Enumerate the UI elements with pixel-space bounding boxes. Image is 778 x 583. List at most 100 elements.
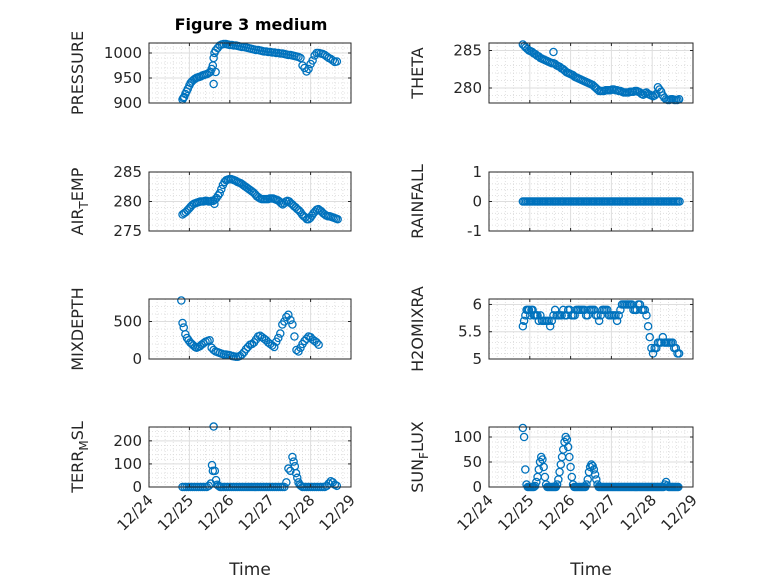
data-point: [302, 334, 311, 343]
subplot-pressure: 900 950 1000 PRESSURE: [68, 31, 352, 115]
data-point: [209, 79, 218, 89]
data-point: [611, 311, 620, 320]
data-point: [288, 320, 297, 329]
data-point: [269, 342, 279, 352]
data-point: [582, 480, 591, 489]
data-point: [674, 349, 684, 358]
data-point: [333, 214, 342, 224]
data-point: [332, 481, 342, 491]
y-tick-label: -1: [467, 222, 482, 240]
y-label-part: AIR: [68, 209, 87, 236]
data-point: [288, 452, 297, 462]
data-point: [274, 333, 283, 343]
y-tick-label: 0: [132, 350, 142, 368]
y-axis-label: MIXDEPTH: [68, 287, 87, 370]
y-tick-label: 900: [113, 94, 142, 112]
plot-area: [149, 427, 351, 487]
data-point: [563, 442, 573, 452]
y-tick-label: 100: [113, 455, 142, 473]
data-point: [519, 316, 529, 326]
data-point: [289, 457, 298, 466]
y-axis-label: TERRMSL: [68, 421, 91, 494]
data-point: [284, 310, 293, 319]
data-point: [215, 188, 224, 198]
data-point: [547, 316, 557, 326]
data-point: [650, 91, 659, 100]
y-tick-label: 0: [472, 193, 482, 211]
data-markers: [518, 197, 684, 206]
data-point: [237, 350, 247, 359]
data-point: [614, 311, 623, 320]
data-point: [612, 316, 622, 326]
data-point: [210, 199, 219, 209]
y-tick-label: 5: [472, 350, 482, 368]
y-tick-label: 280: [453, 79, 482, 97]
data-point: [656, 338, 666, 347]
axes-box: [488, 298, 694, 360]
y-tick-label: 0: [132, 478, 142, 496]
y-axis-label: AIRTEMP: [68, 167, 91, 235]
data-point: [645, 332, 655, 342]
y-tick-label: 1000: [104, 44, 142, 62]
data-point: [276, 329, 285, 338]
data-point: [524, 305, 534, 315]
data-point: [552, 480, 562, 489]
data-point: [211, 46, 220, 55]
data-point: [647, 343, 656, 353]
y-tick-label: 6: [472, 295, 482, 313]
y-tick-label: 285: [453, 42, 482, 60]
data-markers: [518, 300, 684, 358]
y-tick-label: 200: [113, 432, 142, 450]
data-point: [204, 481, 214, 491]
data-point: [589, 465, 599, 474]
data-point: [298, 61, 307, 70]
y-tick-label: 5.5: [458, 323, 482, 341]
y-tick-label: 950: [113, 69, 142, 87]
data-point: [521, 465, 530, 474]
data-point: [534, 316, 544, 326]
data-markers: [177, 296, 323, 361]
data-point: [328, 56, 338, 65]
data-markers: [518, 40, 684, 105]
data-point: [296, 53, 305, 63]
data-point: [532, 477, 541, 487]
data-point: [332, 57, 342, 66]
y-axis-label: PRESSURE: [68, 31, 87, 115]
data-point: [290, 332, 299, 341]
data-point: [545, 322, 555, 331]
data-markers: [178, 39, 342, 104]
subplot-theta: 280 285 THETA: [408, 40, 694, 105]
data-point: [282, 478, 291, 487]
data-point: [308, 56, 317, 65]
x-axis-label: Time: [569, 560, 612, 580]
y-tick-label: 0: [472, 478, 482, 496]
y-label-subscript: T: [77, 201, 91, 210]
subplot-h2omixra: 5 5.5 6 H2OMIXRA: [408, 286, 694, 372]
figure-title: Figure 3 medium: [175, 15, 328, 34]
x-axis-label: Time: [228, 560, 271, 580]
data-point: [177, 296, 186, 305]
data-point: [587, 460, 596, 469]
axes-box: [488, 426, 694, 488]
y-tick-label: 100: [453, 428, 482, 446]
y-label-part: TERR: [68, 451, 87, 494]
axes-box: [148, 298, 352, 360]
data-point: [213, 191, 223, 200]
data-point: [518, 423, 528, 433]
data-point: [592, 475, 601, 484]
y-axis-label: RAINFALL: [408, 164, 427, 239]
axes-box: [488, 42, 694, 104]
subplot-rainfall: -1 0 1 RAINFALL: [408, 163, 694, 240]
data-point: [549, 311, 558, 320]
data-point: [280, 317, 289, 326]
data-point: [533, 311, 542, 320]
data-point: [640, 305, 650, 315]
data-point: [291, 468, 301, 478]
subplot-airtemp: 275 280 285 AIRTEMP: [68, 163, 352, 240]
y-label-subscript: M: [77, 440, 91, 450]
data-point: [312, 338, 321, 347]
data-point: [539, 462, 548, 472]
data-point: [178, 318, 187, 328]
axes-box: [148, 42, 352, 104]
